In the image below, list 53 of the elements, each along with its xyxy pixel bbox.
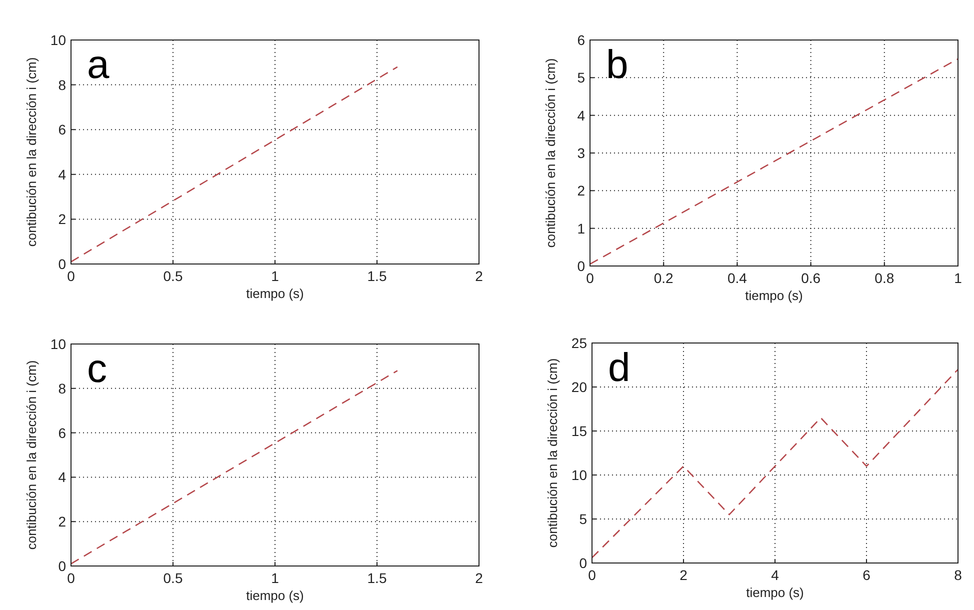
y-tick-label: 4 [577, 107, 586, 124]
y-tick-label: 2 [577, 182, 586, 199]
y-axis-title: contibución en la dirección i (cm) [543, 58, 558, 248]
y-axis-title: contibución en la dirección i (cm) [24, 57, 39, 247]
y-tick-label: 6 [58, 122, 66, 138]
y-tick-label: 2 [58, 211, 66, 228]
y-axis-title: contibución en la dirección i (cm) [24, 360, 39, 550]
x-tick-label: 1.5 [367, 268, 387, 284]
y-tick-label: 20 [571, 379, 588, 395]
x-tick-label: 6 [862, 567, 871, 583]
x-axis-title: tiempo (s) [746, 585, 804, 600]
y-tick-label: 8 [58, 76, 66, 93]
x-tick-label: 2 [475, 570, 484, 586]
x-tick-label: 1.5 [367, 570, 387, 586]
x-tick-label: 2 [475, 268, 484, 284]
x-axis-title: tiempo (s) [745, 288, 803, 303]
annotation: c [87, 347, 107, 391]
y-tick-label: 6 [58, 424, 66, 441]
x-tick-label: 0.2 [654, 270, 674, 286]
y-tick-label: 10 [571, 467, 588, 483]
y-tick-label: 1 [577, 220, 586, 236]
y-tick-label: 0 [577, 258, 586, 274]
x-tick-label: 1 [271, 570, 280, 586]
y-tick-label: 0 [579, 555, 588, 571]
annotation: b [606, 43, 628, 87]
annotation: a [87, 43, 110, 87]
x-tick-label: 8 [954, 567, 962, 583]
y-tick-label: 15 [571, 423, 588, 439]
y-axis-title: contibución en la dirección i (cm) [545, 358, 560, 548]
x-tick-label: 0.8 [874, 270, 894, 286]
x-tick-label: 2 [680, 567, 688, 583]
y-tick-label: 4 [58, 166, 66, 182]
y-tick-label: 10 [50, 32, 66, 48]
y-tick-label: 0 [58, 256, 66, 272]
y-tick-label: 3 [577, 145, 586, 161]
x-axis-title: tiempo (s) [246, 286, 304, 301]
x-tick-label: 1 [271, 268, 280, 284]
x-tick-label: 0.5 [163, 570, 183, 586]
y-tick-label: 5 [579, 511, 588, 527]
x-tick-label: 0.4 [727, 270, 748, 286]
x-tick-label: 0.6 [801, 270, 821, 286]
y-tick-label: 4 [58, 469, 66, 486]
x-tick-label: 0.5 [163, 268, 183, 284]
x-tick-label: 1 [954, 270, 962, 286]
y-tick-label: 6 [577, 32, 586, 48]
y-tick-label: 8 [58, 380, 66, 396]
annotation: d [608, 346, 630, 390]
x-tick-label: 4 [771, 567, 780, 583]
y-tick-label: 2 [58, 514, 66, 530]
y-tick-label: 5 [577, 70, 586, 86]
x-axis-title: tiempo (s) [246, 588, 304, 603]
y-tick-label: 10 [50, 336, 66, 352]
y-tick-label: 25 [571, 335, 588, 351]
